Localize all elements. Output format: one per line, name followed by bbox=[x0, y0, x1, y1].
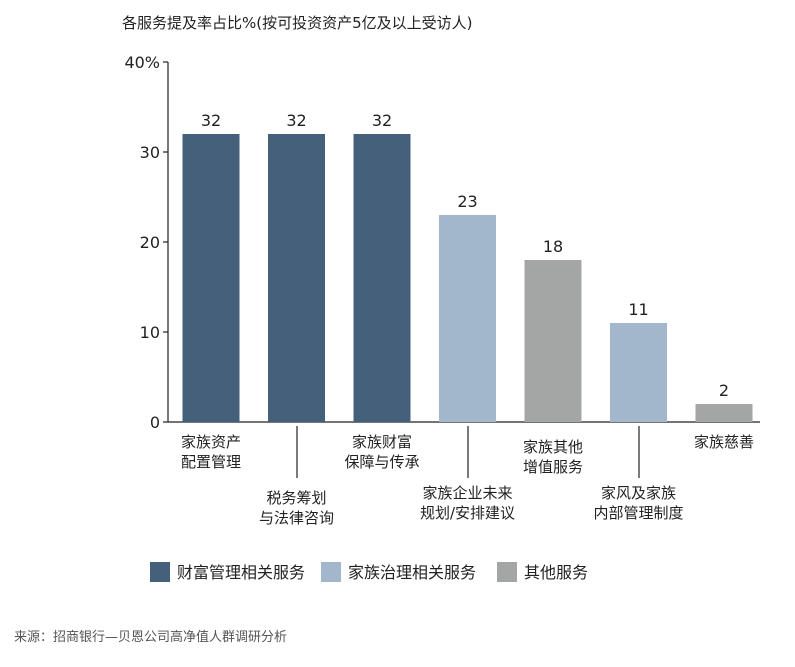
bar-value-label: 32 bbox=[372, 111, 392, 130]
bar bbox=[268, 134, 325, 422]
legend-label: 家族治理相关服务 bbox=[348, 563, 476, 582]
bar bbox=[182, 134, 240, 422]
legend-swatch bbox=[150, 562, 170, 582]
category-label: 家族慈善 bbox=[693, 433, 755, 451]
category-label: 家族企业未来 规划/安排建议 bbox=[419, 484, 516, 522]
legend-label: 财富管理相关服务 bbox=[177, 563, 305, 582]
category-label: 家族资产 配置管理 bbox=[180, 433, 242, 471]
y-tick-label: 30 bbox=[140, 143, 160, 162]
category-label: 家风及家族 内部管理制度 bbox=[593, 484, 684, 522]
bar bbox=[439, 215, 496, 422]
bar-value-label: 2 bbox=[719, 381, 729, 400]
bar-value-label: 23 bbox=[457, 192, 477, 211]
y-tick-label: 40% bbox=[124, 53, 160, 72]
legend-swatch bbox=[497, 562, 517, 582]
legend-swatch bbox=[321, 562, 341, 582]
bar bbox=[524, 260, 582, 422]
bar bbox=[610, 323, 667, 422]
y-tick-label: 10 bbox=[140, 323, 160, 342]
bar-value-label: 18 bbox=[543, 237, 563, 256]
bar-value-label: 32 bbox=[201, 111, 221, 130]
source-note: 来源：招商银行—贝恩公司高净值人群调研分析 bbox=[14, 630, 288, 645]
bar-value-label: 11 bbox=[628, 300, 648, 319]
category-label: 税务筹划 与法律咨询 bbox=[258, 489, 335, 527]
category-label: 家族财富 保障与传承 bbox=[344, 433, 420, 471]
y-tick-label: 20 bbox=[140, 233, 160, 252]
chart-title: 各服务提及率占比%(按可投资资产5亿及以上受访人) bbox=[122, 14, 473, 32]
y-axis: 0 10 20 30 40% bbox=[124, 53, 760, 432]
bar bbox=[353, 134, 411, 422]
y-tick-label: 0 bbox=[150, 413, 160, 432]
category-label: 家族其他 增值服务 bbox=[522, 438, 584, 476]
bar bbox=[695, 404, 753, 422]
legend-label: 其他服务 bbox=[524, 563, 588, 582]
legend: 财富管理相关服务 家族治理相关服务 其他服务 bbox=[150, 562, 588, 582]
bars: 32 32 32 23 18 11 2 bbox=[182, 111, 753, 478]
bar-value-label: 32 bbox=[286, 111, 306, 130]
